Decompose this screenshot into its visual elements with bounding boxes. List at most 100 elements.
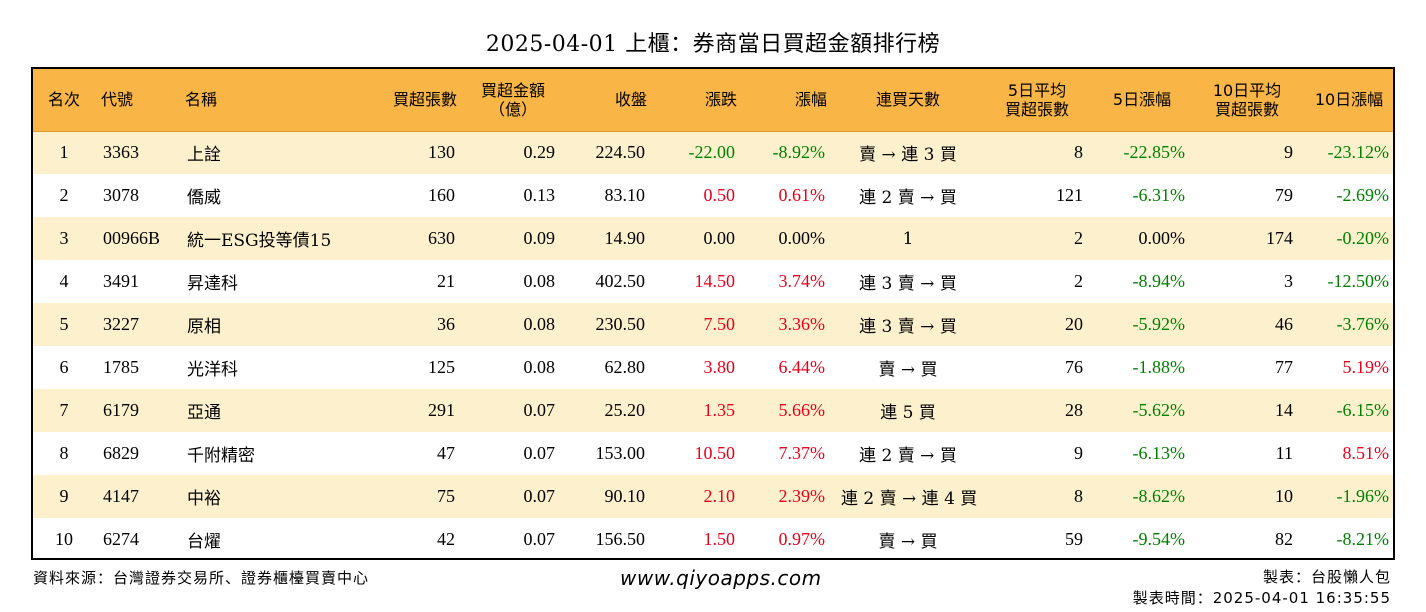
cell-close: 83.10 [604,185,646,205]
cell-pct10: -6.15% [1336,400,1390,420]
column-header-sublabel: 買超張數 [1004,99,1069,119]
maker-label: 製表：台股懶人包 [1262,568,1391,586]
cell-change: 7.50 [703,314,736,334]
cell-pct: 0.00% [778,228,826,248]
cell-avg5: 20 [1065,314,1083,334]
cell-avg10: 77 [1275,357,1293,377]
cell-change: 14.50 [694,271,736,291]
cell-name: 昇達科 [187,274,238,294]
website-link[interactable]: www.qiyoapps.com [620,566,822,590]
cell-pct10: -8.21% [1336,529,1390,549]
cell-change: 0.00 [703,228,736,248]
cell-name: 台燿 [187,532,221,552]
cell-pct5: -5.62% [1132,400,1186,420]
cell-code: 00966B [103,228,161,248]
table-row: 7 6179 亞通 291 0.07 25.20 1.35 5.66% 連 5 買 28 -5.62… [33,389,1393,432]
table-row: 6 1785 光洋科 125 0.08 62.80 3.80 6.44% 賣 → 買 76 -1.8… [33,346,1393,389]
cell-streak: 連 2 賣 → 買 [859,188,957,208]
cell-code: 6179 [103,400,139,420]
cell-code: 3078 [103,185,139,205]
cell-pct: 0.97% [778,529,826,549]
page-title: 2025-04-01 上櫃：券商當日買超金額排行榜 [485,32,941,57]
cell-close: 25.20 [604,400,646,420]
cell-avg5: 2 [1074,271,1083,291]
column-header-sublabel: 買超張數 [1214,99,1279,119]
cell-avg10: 3 [1284,271,1293,291]
table-row: 2 3078 僑威 160 0.13 83.10 0.50 0.61% 連 2 賣 → 買 121… [33,174,1393,217]
column-header-name: 名稱 [179,69,363,132]
cell-avg10: 174 [1266,228,1293,248]
cell-code: 3491 [103,271,139,291]
cell-streak: 賣 → 買 [878,532,938,552]
cell-pct5: -6.31% [1132,185,1186,205]
cell-code: 1785 [103,357,139,377]
cell-avg10: 14 [1275,400,1293,420]
table-row: 9 4147 中裕 75 0.07 90.10 2.10 2.39% 連 2 賣 → 連 4 買… [33,475,1393,518]
cell-streak: 1 [902,228,914,249]
column-header-buy-streak: 連買天數 [833,69,983,132]
cell-change: 1.35 [703,400,736,420]
cell-streak: 賣 → 連 3 買 [859,145,957,166]
cell-buy-amount: 0.08 [523,314,556,334]
cell-pct: 6.44% [778,357,826,377]
cell-change: -22.00 [688,142,736,163]
cell-streak: 賣 → 買 [878,360,938,380]
cell-pct: 3.74% [778,271,826,291]
cell-pct: 7.37% [778,443,826,463]
cell-change: 0.50 [703,185,736,205]
cell-close: 62.80 [604,357,646,377]
table-row: 5 3227 原相 36 0.08 230.50 7.50 3.36% 連 3 賣 → 買 20 -… [33,303,1393,346]
cell-avg10: 46 [1275,314,1293,334]
cell-change: 10.50 [694,443,736,463]
table-header-row: 名次 代號 名稱 買超張數 買超金額 （億） 收盤 漲跌 漲幅 連買天數 5日平均 買超張數 5日漲幅 1… [33,69,1393,132]
cell-streak: 連 2 賣 → 買 [859,446,957,466]
cell-rank: 1 [59,142,69,163]
column-header-label: 漲跌 [704,90,737,110]
cell-avg5: 2 [1074,228,1083,248]
cell-pct: 0.61% [778,185,826,205]
cell-pct5: -8.94% [1132,271,1186,291]
cell-buy-amount: 0.09 [523,228,556,248]
cell-avg5: 59 [1065,529,1083,549]
cell-pct10: -12.50% [1327,271,1390,291]
cell-rank: 4 [59,271,69,291]
cell-buy-amount: 0.07 [523,486,556,506]
cell-avg5: 8 [1074,486,1083,506]
cell-close: 230.50 [595,314,646,334]
cell-buy-lots: 291 [428,400,455,420]
cell-rank: 8 [59,443,69,463]
cell-pct: 3.36% [778,314,826,334]
cell-rank: 7 [59,400,69,420]
cell-pct5: 0.00% [1138,228,1186,248]
ranking-table: 名次 代號 名稱 買超張數 買超金額 （億） 收盤 漲跌 漲幅 連買天數 5日平均 買超張數 5日漲幅 1… [33,69,1393,558]
cell-pct5: -5.92% [1132,314,1186,334]
column-header-rank: 名次 [33,69,95,132]
column-header-label: 買超金額 [480,80,545,100]
column-header-label: 5日漲幅 [1112,90,1172,110]
cell-code: 3363 [103,142,139,163]
cell-close: 156.50 [595,529,646,549]
cell-close: 90.10 [604,486,646,506]
cell-pct10: -23.12% [1327,142,1390,163]
cell-code: 3227 [103,314,139,334]
column-header-label: 收盤 [614,90,647,110]
column-header-close: 收盤 [563,69,653,132]
column-header-label: 買超張數 [392,90,457,110]
cell-buy-lots: 42 [437,529,455,549]
cell-name: 亞通 [187,403,221,423]
cell-rank: 10 [55,529,73,549]
maker-info: 製表：台股懶人包 製表時間：2025-04-01 16:35:55 [1133,567,1391,609]
cell-pct5: -6.13% [1132,443,1186,463]
cell-code: 6829 [103,443,139,463]
cell-name: 原相 [187,317,221,337]
cell-avg5: 9 [1074,443,1083,463]
column-header-change: 漲跌 [653,69,743,132]
column-header-pct5: 5日漲幅 [1091,69,1193,132]
column-header-label: 漲幅 [794,90,827,110]
cell-pct10: -1.96% [1336,486,1390,506]
table-body: 1 3363 上詮 130 0.29 224.50 -22.00 -8.92% 賣 → 連 3 … [33,131,1393,558]
cell-buy-amount: 0.29 [523,142,556,163]
column-header-label: 5日平均 [1007,80,1067,100]
column-header-change-pct: 漲幅 [743,69,833,132]
cell-avg10: 82 [1275,529,1293,549]
